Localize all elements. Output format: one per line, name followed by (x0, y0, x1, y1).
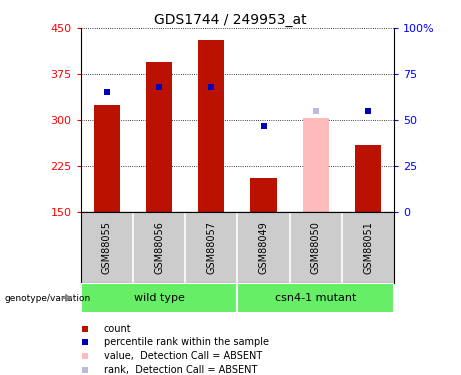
Bar (198, 40, 225, 212)
Bar (94, 105, 120, 212)
Text: GSM88051: GSM88051 (363, 221, 373, 274)
Bar (81, 283, 237, 313)
Text: GSM88057: GSM88057 (206, 221, 216, 274)
Text: count: count (104, 324, 131, 334)
Text: GSM88056: GSM88056 (154, 221, 164, 274)
Text: GDS1744 / 249953_at: GDS1744 / 249953_at (154, 13, 307, 27)
Bar (146, 62, 172, 212)
Text: value,  Detection Call = ABSENT: value, Detection Call = ABSENT (104, 351, 262, 361)
Bar (303, 118, 329, 212)
Text: csn4-1 mutant: csn4-1 mutant (275, 293, 356, 303)
Text: GSM88049: GSM88049 (259, 221, 269, 274)
Bar (250, 178, 277, 212)
Bar (237, 283, 394, 313)
Text: GSM88055: GSM88055 (102, 221, 112, 274)
Text: wild type: wild type (134, 293, 184, 303)
Bar (355, 144, 381, 212)
Text: GSM88050: GSM88050 (311, 221, 321, 274)
Text: genotype/variation: genotype/variation (5, 294, 91, 303)
Text: rank,  Detection Call = ABSENT: rank, Detection Call = ABSENT (104, 364, 257, 375)
Text: percentile rank within the sample: percentile rank within the sample (104, 338, 269, 347)
